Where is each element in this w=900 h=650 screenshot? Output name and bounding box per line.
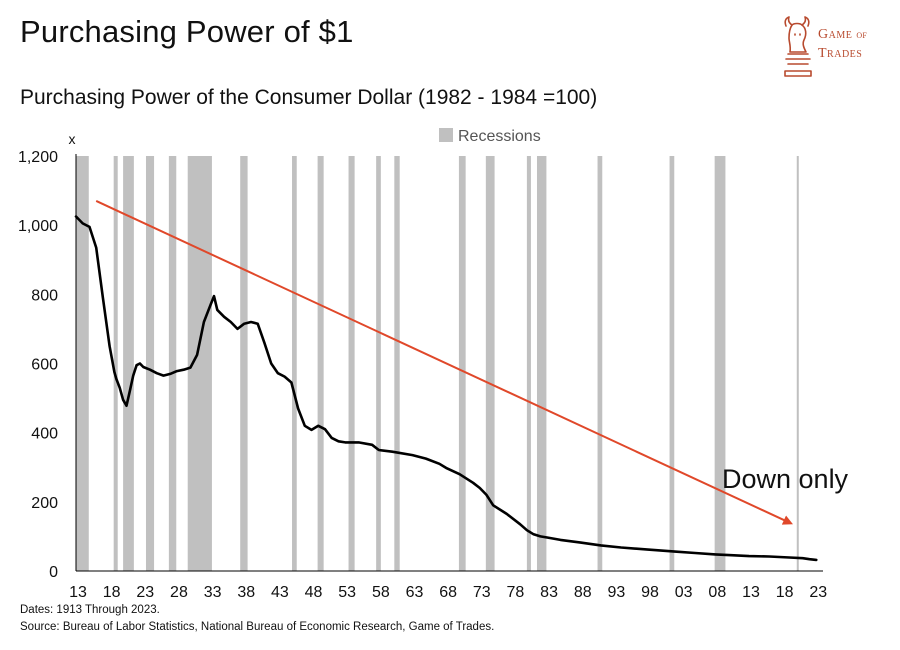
x-tick-label: 38 [237,584,255,601]
y-tick-label: 1,000 [18,218,58,235]
x-tick-label: 48 [305,584,323,601]
recession-band [292,156,297,571]
logo-text-game: Game [818,27,853,42]
x-tick-label: 63 [406,584,424,601]
annotation-label: Down only [722,464,849,494]
series-lines [74,215,818,562]
recession-band [458,156,466,571]
x-tick-label: 03 [675,584,693,601]
x-tick-label: 93 [607,584,625,601]
bull-knight-chess-icon [784,16,812,77]
y-tick-label: 400 [31,426,58,443]
x-tick-label: 88 [574,584,592,601]
logo-wordmark: Game of Trades [818,26,867,63]
recession-band [145,156,155,571]
legend-swatch [439,128,453,142]
recession-band [796,156,799,571]
recession-band [485,156,495,571]
y-tick-label: 200 [31,495,58,512]
recession-bands [76,156,799,571]
recession-band [123,156,134,571]
trend-arrow [95,200,793,525]
x-tick-label: 98 [641,584,659,601]
recession-band [168,156,177,571]
y-axis-unit-label: x [69,131,76,147]
recession-band [394,156,400,571]
x-tick-label: 43 [271,584,289,601]
recession-band [526,156,531,571]
axes: 0 200 400 600 800 1,000 1,200 x 13 18 23 28 33 38 43 48… [18,131,827,601]
recession-band [714,156,726,571]
x-tick-label: 18 [776,584,794,601]
recession-band [669,156,675,571]
page-title: Purchasing Power of $1 [20,14,354,49]
footer-source: Source: Bureau of Labor Statistics, Nati… [20,621,495,633]
x-tick-label: 13 [742,584,760,601]
logo-text-of: of [856,31,867,40]
x-tick-label: 73 [473,584,491,601]
recession-band [113,156,118,571]
logo-text-trades: Trades [818,46,863,61]
logo: Game of Trades [780,14,890,80]
recession-band [597,156,603,571]
recession-band [536,156,547,571]
annotations: Down only [95,200,849,525]
legend-label: Recessions [458,128,541,145]
legend: Recessions [439,128,541,145]
y-tick-label: 0 [49,564,58,581]
recession-band [317,156,324,571]
x-tick-label: 33 [204,584,222,601]
y-tick-label: 800 [31,287,58,304]
x-tick-label: 23 [136,584,154,601]
x-tick-label: 83 [540,584,558,601]
x-tick-label: 18 [103,584,121,601]
recession-band [376,156,381,571]
y-tick-label: 600 [31,357,58,374]
x-tick-label: 28 [170,584,188,601]
recession-band [76,156,89,571]
y-tick-label: 1,200 [18,149,58,166]
recession-band [240,156,248,571]
x-tick-label: 78 [507,584,525,601]
series-line [74,215,818,562]
x-tick-label: 53 [338,584,356,601]
x-tick-label: 23 [809,584,827,601]
x-tick-label: 68 [439,584,457,601]
x-tick-label: 58 [372,584,390,601]
chart-subtitle: Purchasing Power of the Consumer Dollar … [20,86,598,109]
footer-dates: Dates: 1913 Through 2023. [20,604,160,616]
x-tick-label: 08 [708,584,726,601]
x-tick-label: 13 [69,584,87,601]
recession-band [348,156,355,571]
